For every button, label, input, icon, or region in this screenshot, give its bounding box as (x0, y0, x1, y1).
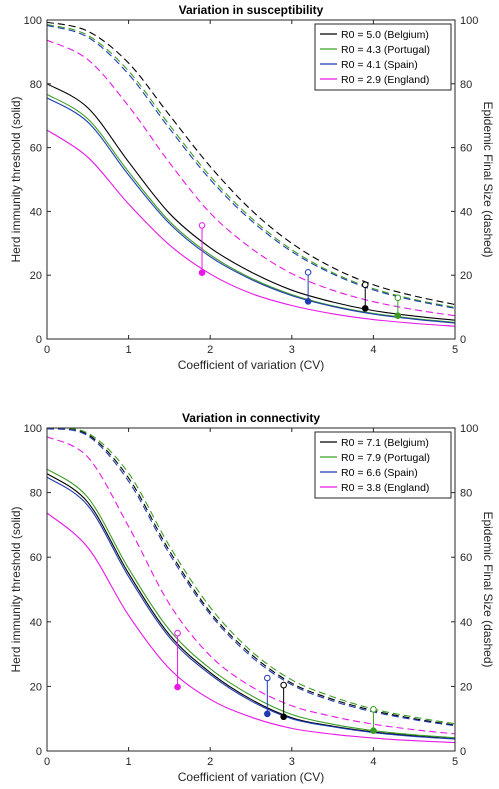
legend-label-2: R0 = 6.6 (Spain) (341, 467, 418, 479)
final-size-point-2 (304, 269, 312, 276)
legend-label-1: R0 = 7.9 (Portugal) (341, 452, 430, 464)
herd-immunity-line-2 (47, 476, 455, 740)
x-tick-label: 3 (289, 756, 295, 768)
herd-immunity-line-1 (47, 468, 455, 739)
final-size-point-1 (370, 706, 377, 713)
y-tick-label: 20 (30, 681, 42, 693)
y2-tick-label: 0 (460, 334, 466, 346)
herd-immunity-point-0 (280, 713, 287, 721)
y-tick-label: 60 (30, 143, 42, 155)
herd-immunity-line-0 (47, 83, 455, 321)
legend-label-3: R0 = 2.9 (England) (341, 74, 429, 86)
axes-frame (46, 19, 456, 340)
y2-tick-label: 60 (460, 552, 472, 564)
y2-axis-label: Epidemic Final Size (dashed) (481, 511, 495, 667)
x-tick-label: 4 (370, 344, 376, 356)
x-axis-label: Coefficient of variation (CV) (178, 358, 325, 372)
final-size-line-2 (47, 428, 455, 727)
y2-tick-label: 80 (460, 79, 472, 91)
y2-tick-label: 0 (460, 746, 466, 758)
herd-immunity-point-2 (304, 298, 312, 305)
y-tick-label: 100 (24, 15, 42, 27)
legend-label-0: R0 = 5.0 (Belgium) (341, 29, 429, 41)
y-tick-label: 0 (36, 334, 42, 346)
herd-immunity-point-1 (394, 312, 402, 320)
final-size-line-1 (47, 23, 455, 308)
final-size-line-1 (47, 428, 455, 725)
y-tick-label: 40 (30, 617, 42, 629)
final-size-point-2 (264, 674, 271, 682)
legend: R0 = 7.1 (Belgium) R0 = 7.9 (Portugal) R0 … (314, 431, 452, 499)
plot-area (47, 21, 455, 327)
legend: R0 = 5.0 (Belgium) R0 = 4.3 (Portugal) R0 … (314, 23, 452, 91)
herd-immunity-point-1 (370, 727, 377, 734)
legend-label-3: R0 = 3.8 (England) (341, 482, 429, 494)
y2-tick-label: 20 (460, 270, 472, 282)
herd-immunity-point-0 (361, 305, 369, 312)
herd-immunity-line-0 (47, 473, 455, 740)
y-tick-label: 0 (36, 746, 42, 758)
y-tick-label: 20 (30, 270, 42, 282)
x-tick-label: 4 (370, 756, 376, 768)
plot-area (47, 428, 455, 744)
y2-tick-label: 100 (460, 423, 478, 435)
final-size-point-3 (198, 222, 206, 229)
x-tick-label: 2 (207, 344, 213, 356)
herd-immunity-point-3 (174, 683, 181, 691)
chart-title: Variation in susceptibility (179, 3, 324, 17)
susceptibility-chart-panel: Variation in susceptibility 0 1 2 3 4 5 0 0 20 20 4… (0, 0, 499, 380)
herd-immunity-line-2 (47, 97, 455, 324)
herd-immunity-line-1 (47, 93, 455, 323)
x-tick-label: 3 (289, 344, 295, 356)
y-tick-label: 80 (30, 79, 42, 91)
x-tick-label: 5 (452, 756, 458, 768)
herd-immunity-line-3 (47, 512, 455, 744)
y2-tick-label: 20 (460, 681, 472, 693)
x-tick-label: 1 (126, 756, 132, 768)
final-size-line-3 (47, 436, 455, 735)
final-size-point-3 (174, 629, 181, 637)
herd-immunity-point-3 (198, 269, 206, 276)
y-axis-label: Herd immunity threshold (solid) (9, 506, 23, 672)
connectivity-chart-panel: Variation in connectivity 0 1 2 3 4 5 0 0 20 20 40 4… (0, 406, 499, 789)
x-axis-label: Coefficient of variation (CV) (178, 770, 325, 784)
x-tick-label: 1 (126, 344, 132, 356)
final-size-line-0 (47, 21, 455, 306)
y-tick-label: 40 (30, 206, 42, 218)
legend-label-1: R0 = 4.3 (Portugal) (341, 44, 430, 56)
y-tick-label: 100 (24, 423, 42, 435)
y2-tick-label: 40 (460, 206, 472, 218)
final-size-point-1 (394, 294, 402, 302)
axes-frame (46, 427, 456, 752)
legend-box (314, 23, 452, 91)
y-axis-label: Herd immunity threshold (solid) (9, 96, 23, 262)
x-tick-label: 0 (44, 344, 50, 356)
final-size-line-0 (47, 428, 455, 726)
x-tick-label: 5 (452, 344, 458, 356)
y2-tick-label: 40 (460, 617, 472, 629)
legend-box (314, 431, 452, 499)
y2-axis-label: Epidemic Final Size (dashed) (481, 101, 495, 257)
y2-tick-label: 100 (460, 15, 478, 27)
final-size-point-0 (361, 281, 369, 289)
x-tick-label: 2 (207, 756, 213, 768)
y-tick-label: 80 (30, 488, 42, 500)
final-size-line-2 (47, 24, 455, 309)
y2-tick-label: 60 (460, 143, 472, 155)
y2-tick-label: 80 (460, 488, 472, 500)
x-tick-label: 0 (44, 756, 50, 768)
legend-label-0: R0 = 7.1 (Belgium) (341, 437, 429, 449)
chart-title: Variation in connectivity (182, 411, 320, 425)
final-size-point-0 (280, 681, 287, 689)
legend-label-2: R0 = 4.1 (Spain) (341, 59, 418, 71)
y-tick-label: 60 (30, 552, 42, 564)
final-size-line-3 (47, 39, 455, 317)
herd-immunity-line-3 (47, 129, 455, 327)
herd-immunity-point-2 (264, 710, 271, 718)
